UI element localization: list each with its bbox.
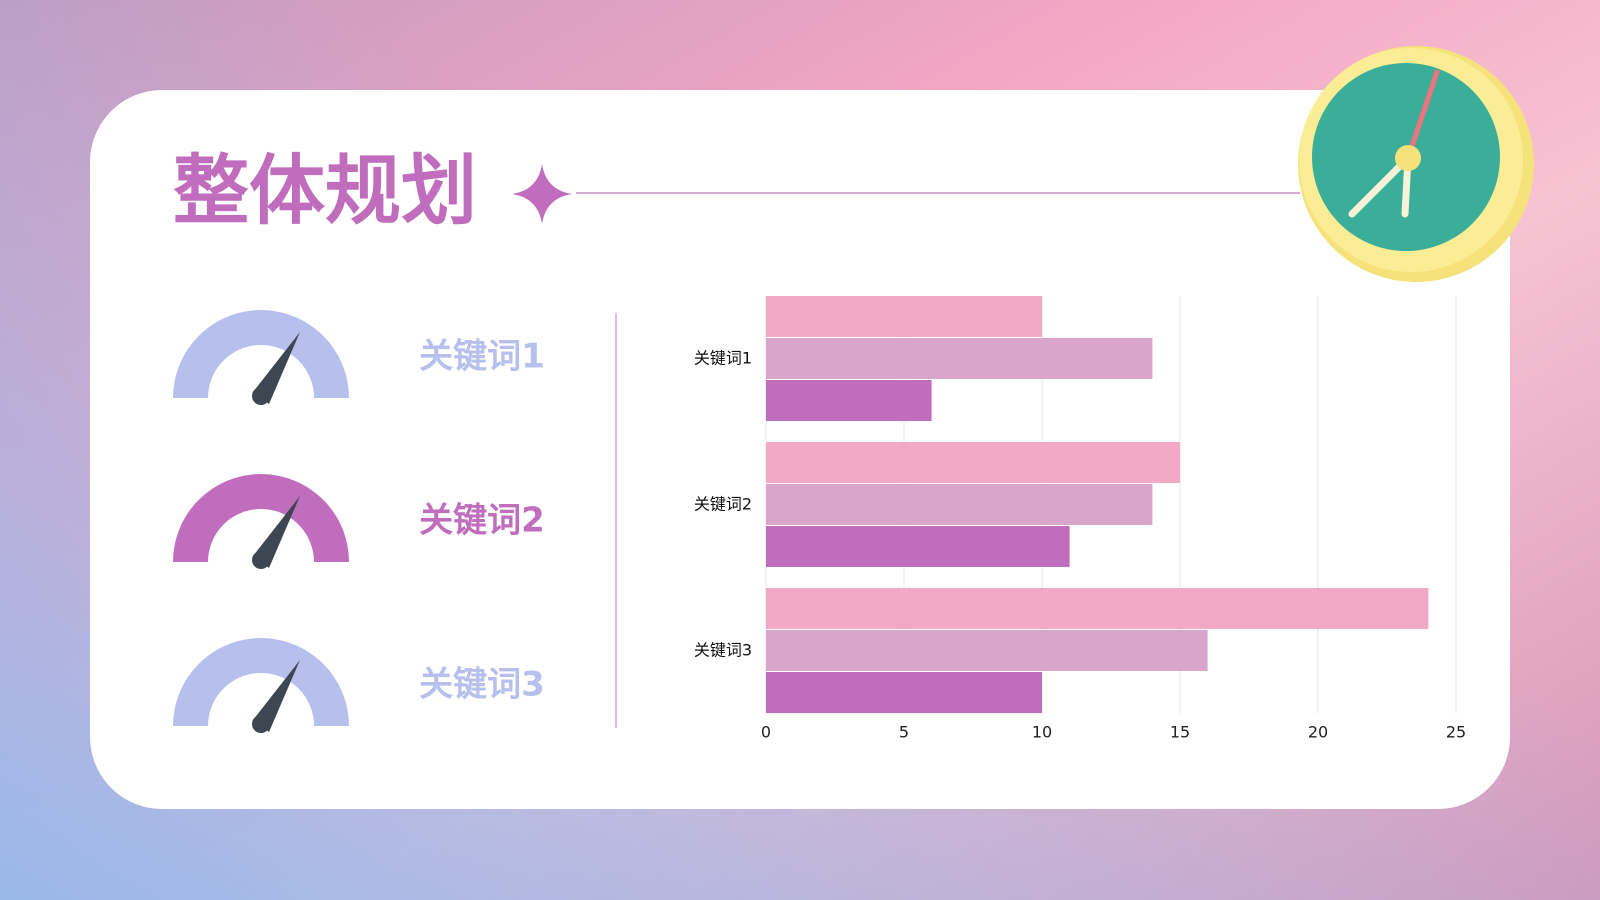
bar [766,338,1153,379]
bar [766,526,1070,567]
gauge-pivot [252,715,270,733]
x-tick-label: 0 [761,723,771,742]
gauge-pivot [252,551,270,569]
y-tick-label: 关键词3 [694,641,752,660]
bar [766,442,1180,483]
gauge [173,638,349,726]
x-tick-label: 25 [1446,723,1466,742]
keyword-label: 关键词3 [419,665,545,705]
gauge-needle [253,496,300,568]
sparkle [512,164,572,224]
bar [766,296,1042,337]
y-tick-label: 关键词2 [694,495,752,514]
gauge [173,310,349,398]
bar [766,672,1042,713]
gauge-needle [253,660,300,732]
bar [766,380,932,421]
x-tick-label: 15 [1170,723,1190,742]
title: 整体规划 [173,146,477,235]
bar [766,630,1208,671]
gauge-needle [253,332,300,404]
x-tick-label: 20 [1308,723,1328,742]
bar [766,484,1153,525]
keyword-label: 关键词1 [419,337,545,377]
bar [766,588,1429,629]
gauge [173,474,349,562]
y-tick-label: 关键词1 [694,349,752,368]
x-tick-label: 10 [1032,723,1052,742]
keyword-label: 关键词2 [419,501,545,541]
clock [1298,46,1534,282]
x-tick-label: 5 [899,723,909,742]
gauge-pivot [252,387,270,405]
